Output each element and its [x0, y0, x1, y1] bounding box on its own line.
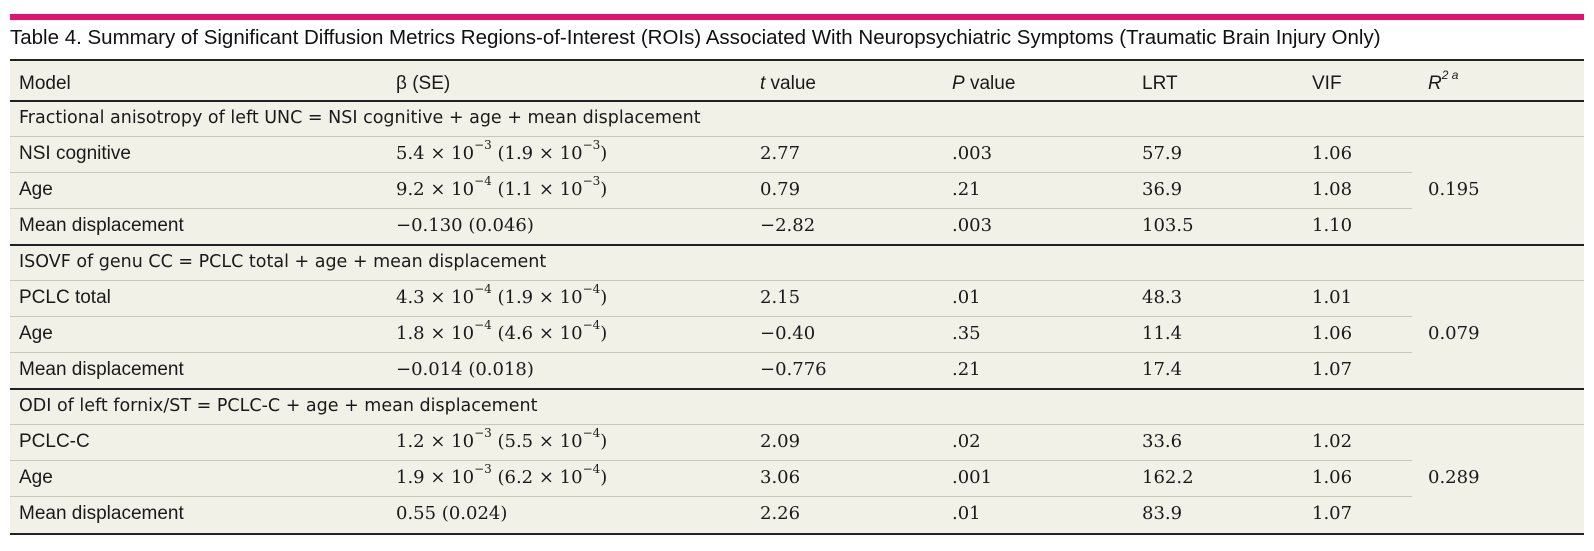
- row-divider: [10, 316, 1412, 317]
- row-divider: [10, 496, 1412, 497]
- table-top-rule: [10, 59, 1584, 61]
- p-value: .003: [952, 215, 993, 236]
- vif-value: 1.07: [1312, 503, 1353, 524]
- t-value: 2.09: [760, 431, 801, 452]
- header-vif: VIF: [1312, 73, 1342, 94]
- row-divider: [10, 352, 1412, 353]
- header-bottom-rule: [10, 100, 1584, 102]
- table-bottom-rule: [10, 533, 1584, 535]
- p-value: .003: [952, 143, 993, 164]
- model-term: Mean displacement: [19, 359, 184, 380]
- model-term: Age: [19, 323, 53, 344]
- p-value: .001: [952, 467, 993, 488]
- model-term: Mean displacement: [19, 215, 184, 236]
- table-background: [10, 59, 1584, 535]
- beta-se: 1.2 × 10−3 (5.5 × 10−4): [396, 426, 608, 452]
- row-divider: [10, 280, 1584, 281]
- model-term: Age: [19, 467, 53, 488]
- vif-value: 1.02: [1312, 431, 1353, 452]
- lrt-value: 57.9: [1142, 143, 1183, 164]
- beta-se: 4.3 × 10−4 (1.9 × 10−4): [396, 282, 608, 308]
- header-lrt: LRT: [1142, 73, 1178, 94]
- p-value: .01: [952, 503, 981, 524]
- p-value: .35: [952, 323, 981, 344]
- section-title: ISOVF of genu CC = PCLC total + age + me…: [19, 252, 547, 272]
- lrt-value: 103.5: [1142, 215, 1194, 236]
- t-value: −0.776: [760, 359, 827, 380]
- model-term: Mean displacement: [19, 503, 184, 524]
- header-model: Model: [19, 73, 71, 94]
- r-squared-value: 0.079: [1428, 323, 1480, 344]
- vif-value: 1.06: [1312, 467, 1353, 488]
- lrt-value: 83.9: [1142, 503, 1183, 524]
- vif-value: 1.07: [1312, 359, 1353, 380]
- accent-bar: [10, 14, 1584, 20]
- vif-value: 1.01: [1312, 287, 1353, 308]
- beta-se: 0.55 (0.024): [396, 503, 508, 524]
- lrt-value: 162.2: [1142, 467, 1194, 488]
- p-value: .21: [952, 179, 981, 200]
- header-t-value: t value: [760, 73, 816, 94]
- lrt-value: 17.4: [1142, 359, 1183, 380]
- header-p-value: P value: [952, 73, 1016, 94]
- p-value: .01: [952, 287, 981, 308]
- model-term: PCLC total: [19, 287, 111, 308]
- t-value: 2.26: [760, 503, 801, 524]
- section-rule: [10, 388, 1584, 390]
- row-divider: [10, 460, 1412, 461]
- lrt-value: 48.3: [1142, 287, 1183, 308]
- section-title: ODI of left fornix/ST = PCLC-C + age + m…: [19, 396, 538, 416]
- t-value: 0.79: [760, 179, 801, 200]
- table-caption: Table 4. Summary of Significant Diffusio…: [10, 26, 1381, 49]
- row-divider: [10, 136, 1584, 137]
- beta-se: −0.130 (0.046): [396, 215, 534, 236]
- header-r-squared: R2 a: [1428, 68, 1459, 94]
- r-squared-value: 0.195: [1428, 179, 1480, 200]
- lrt-value: 11.4: [1142, 323, 1183, 344]
- section-rule: [10, 244, 1584, 246]
- r-squared-value: 0.289: [1428, 467, 1480, 488]
- t-value: 2.15: [760, 287, 801, 308]
- beta-se: 5.4 × 10−3 (1.9 × 10−3): [396, 138, 608, 164]
- vif-value: 1.08: [1312, 179, 1353, 200]
- beta-se: 1.8 × 10−4 (4.6 × 10−4): [396, 318, 608, 344]
- t-value: −0.40: [760, 323, 816, 344]
- vif-value: 1.06: [1312, 143, 1353, 164]
- header-beta: β (SE): [396, 73, 451, 94]
- p-value: .21: [952, 359, 981, 380]
- row-divider: [10, 172, 1412, 173]
- row-divider: [10, 424, 1584, 425]
- t-value: 3.06: [760, 467, 801, 488]
- row-divider: [10, 208, 1412, 209]
- lrt-value: 33.6: [1142, 431, 1183, 452]
- beta-se: 1.9 × 10−3 (6.2 × 10−4): [396, 462, 608, 488]
- model-term: Age: [19, 179, 53, 200]
- t-value: 2.77: [760, 143, 801, 164]
- vif-value: 1.10: [1312, 215, 1353, 236]
- beta-se: −0.014 (0.018): [396, 359, 534, 380]
- results-table: Model β (SE) t value P value LRT VIF R2 …: [10, 59, 1584, 535]
- p-value: .02: [952, 431, 981, 452]
- vif-value: 1.06: [1312, 323, 1353, 344]
- model-term: NSI cognitive: [19, 143, 131, 164]
- lrt-value: 36.9: [1142, 179, 1183, 200]
- section-title: Fractional anisotropy of left UNC = NSI …: [19, 108, 701, 128]
- t-value: −2.82: [760, 215, 816, 236]
- model-term: PCLC-C: [19, 431, 90, 452]
- beta-se: 9.2 × 10−4 (1.1 × 10−3): [396, 174, 608, 200]
